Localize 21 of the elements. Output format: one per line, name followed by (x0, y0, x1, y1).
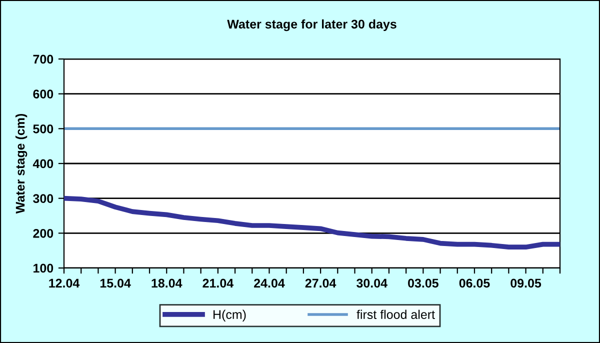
y-tick-label: 700 (33, 54, 54, 64)
y-tick-label: 400 (32, 159, 54, 168)
y-tick-label: 500 (33, 124, 54, 134)
x-tick-label: 24.04 (254, 278, 285, 288)
y-tick-label: 300 (33, 194, 54, 204)
x-tick-label: 12.04 (49, 278, 80, 288)
chart-title: Water stage for later 30 days (227, 19, 396, 32)
legend-label: first flood alert (356, 310, 435, 319)
x-tick-label: 03.05 (408, 278, 438, 288)
x-tick-label: 09.05 (510, 278, 542, 288)
x-tick-label: 21.04 (202, 278, 234, 288)
y-tick-label: 200 (33, 228, 54, 238)
legend-label: H(cm) (214, 310, 246, 322)
y-tick-label: 600 (33, 90, 54, 98)
x-tick-label: 06.05 (459, 278, 490, 288)
y-tick-label: 100 (34, 264, 54, 273)
y-axis-title: Water stage (cm) (15, 114, 28, 214)
x-tick-label: 15.04 (100, 278, 131, 288)
x-tick-label: 18.04 (152, 278, 182, 288)
x-tick-label: 27.04 (305, 278, 336, 288)
x-tick-label: 30.04 (356, 278, 388, 288)
